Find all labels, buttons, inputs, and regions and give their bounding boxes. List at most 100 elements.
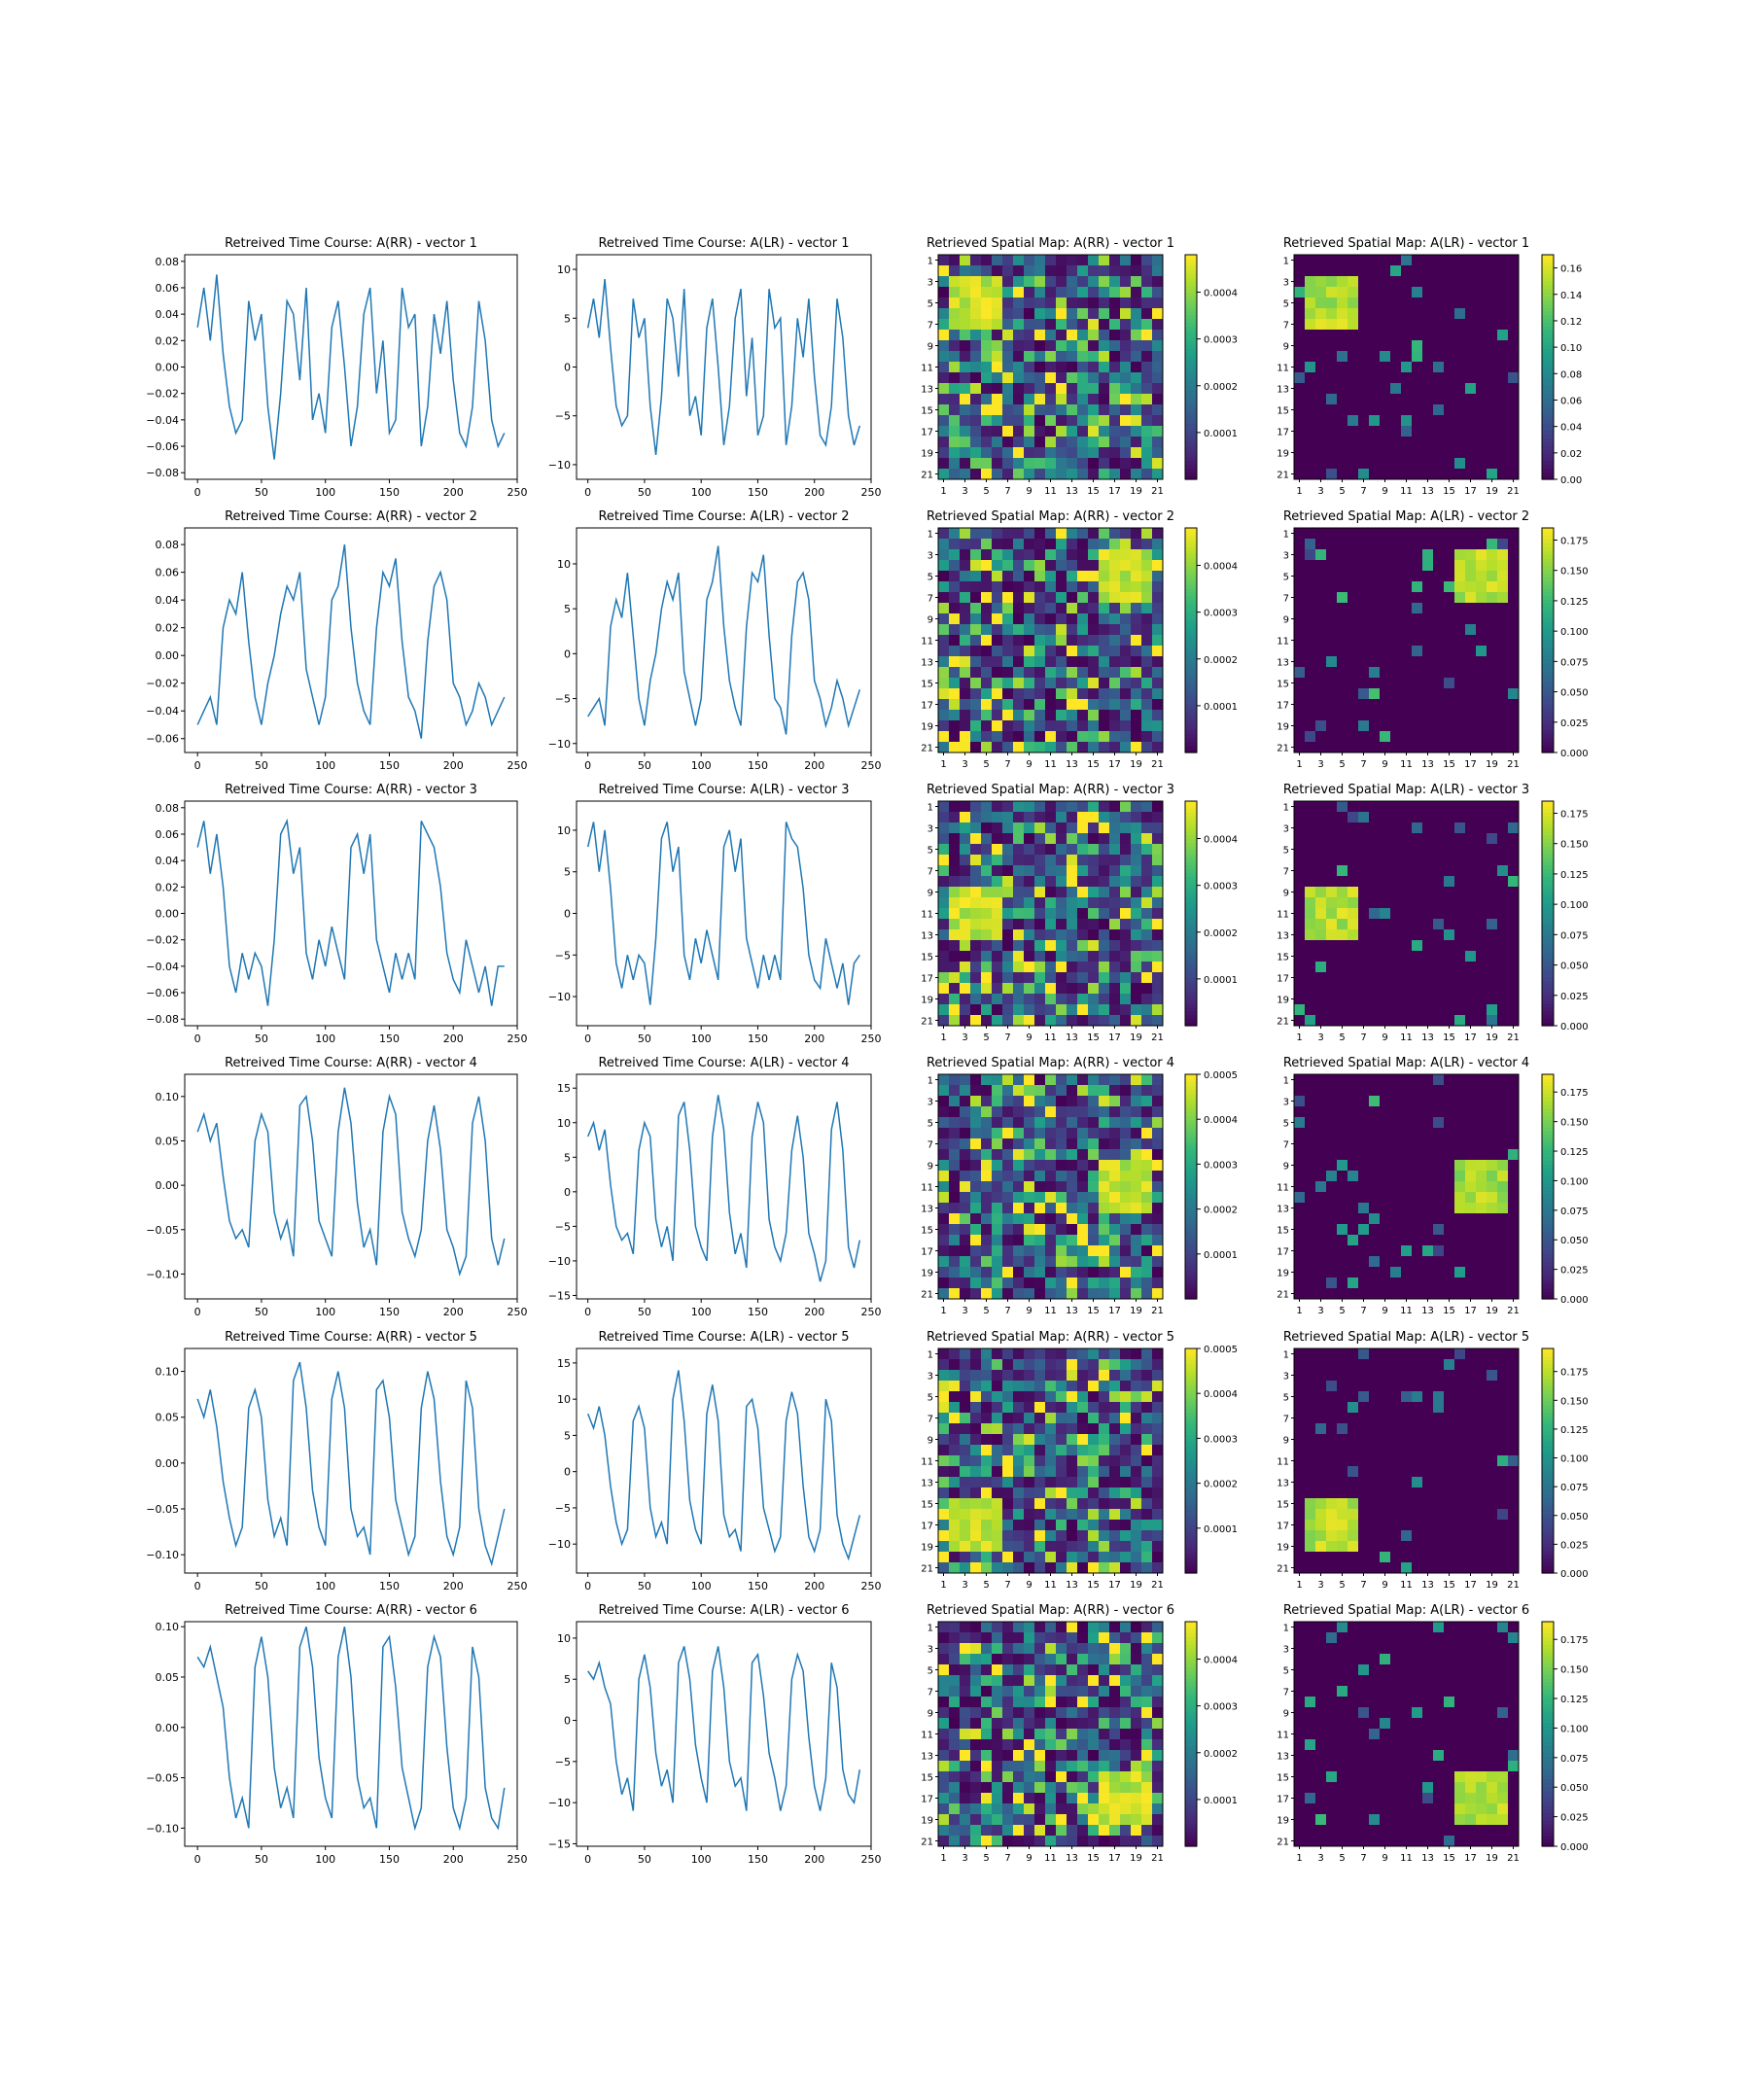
heatmap-cell (1294, 1085, 1306, 1097)
heatmap-cell (1380, 822, 1391, 834)
heatmap-cell (1088, 1434, 1100, 1446)
timecourse-plot: Retreived Time Course: A(RR) - vector 20… (146, 509, 527, 772)
y-tick-label: 11 (921, 910, 933, 921)
heatmap-cell (992, 539, 1003, 550)
heatmap-cell (1380, 635, 1391, 647)
heatmap-cell (1088, 897, 1100, 909)
colorbar-tick-label: 0.0003 (1204, 882, 1238, 892)
heatmap-cell (992, 1348, 1003, 1360)
colorbar-segment (1542, 1231, 1554, 1237)
heatmap-cell (1476, 549, 1488, 561)
heatmap-cell (1141, 1149, 1153, 1161)
y-tick-label: 13 (1277, 1205, 1289, 1215)
heatmap-cell (1337, 1288, 1348, 1300)
heatmap-cell (1444, 1278, 1455, 1289)
heatmap-cell (949, 549, 961, 561)
x-tick-label: 50 (638, 1580, 651, 1592)
x-tick-label: 250 (861, 486, 882, 499)
colorbar-segment (1542, 1216, 1554, 1221)
colorbar-segment (1542, 610, 1554, 615)
colorbar-segment (1542, 632, 1554, 638)
heatmap-cell (1348, 447, 1359, 459)
heatmap-cell (1141, 1413, 1153, 1424)
heatmap-cell (1358, 1267, 1370, 1278)
colorbar-segment (1185, 557, 1197, 563)
heatmap-cell (1109, 447, 1121, 459)
heatmap-cell (1088, 571, 1100, 582)
heatmap-cell (949, 362, 961, 373)
heatmap-cell (1152, 833, 1164, 845)
heatmap-cell (1433, 415, 1445, 427)
heatmap-cell (1348, 678, 1359, 689)
heatmap-cell (1476, 667, 1488, 679)
heatmap-cell (992, 437, 1003, 448)
heatmap-cell (1444, 1074, 1455, 1086)
heatmap-cell (1412, 330, 1423, 341)
heatmap-cell (970, 699, 982, 711)
heatmap-cell (1294, 528, 1306, 540)
colorbar-frame (1184, 800, 1198, 1027)
heatmap-cell (1326, 710, 1338, 721)
heatmap-cell (960, 742, 971, 753)
heatmap-cell (992, 560, 1003, 572)
heatmap-cell (1358, 699, 1370, 711)
heatmap-cell (1002, 940, 1014, 952)
colorbar-segment (1185, 441, 1197, 446)
colorbar-segment (1542, 726, 1554, 731)
heatmap-cell (1315, 929, 1327, 941)
heatmap-cell (1131, 1085, 1142, 1097)
heatmap-cell (1120, 1278, 1132, 1289)
heatmap-cell (938, 678, 950, 689)
heatmap-cell (1013, 919, 1025, 930)
heatmap-cell (1401, 1213, 1413, 1225)
heatmap-cell (949, 731, 961, 743)
heatmap-cell (1002, 1278, 1014, 1289)
series-line (196, 274, 506, 460)
colorbar-segment (1185, 1231, 1197, 1237)
y-tick-label: 21 (921, 744, 933, 754)
heatmap-cell (1380, 265, 1391, 277)
heatmap-cell (1056, 1391, 1068, 1403)
heatmap-cell (960, 571, 971, 582)
heatmap-cell (1099, 528, 1110, 540)
x-tick-label: 1 (1296, 759, 1302, 770)
heatmap-cell (1433, 1171, 1445, 1182)
heatmap-cell (1045, 646, 1057, 657)
heatmap-cell (1067, 678, 1078, 689)
heatmap-cell (1141, 383, 1153, 395)
heatmap-cell (1358, 908, 1370, 920)
heatmap-cell (1369, 1149, 1381, 1161)
heatmap-cell (960, 1370, 971, 1382)
heatmap-cell (1497, 801, 1509, 813)
heatmap-cell (1305, 1224, 1316, 1236)
x-tick-label: 50 (638, 1032, 651, 1045)
heatmap-cell (1077, 330, 1089, 341)
heatmap-cell (1002, 330, 1014, 341)
colorbar-segment (1542, 1172, 1554, 1176)
x-tick-label: 1 (940, 759, 946, 770)
heatmap-cell (1099, 1096, 1110, 1107)
heatmap-cell (1013, 592, 1025, 604)
heatmap-cell (1109, 720, 1121, 732)
heatmap-cell (970, 833, 982, 845)
heatmap-cell (1401, 571, 1413, 582)
heatmap-cell (1024, 667, 1035, 679)
heatmap-cell (1034, 1235, 1046, 1246)
heatmap-cell (1401, 330, 1413, 341)
x-tick-label: 1 (940, 486, 946, 497)
heatmap-cell (1141, 287, 1153, 298)
heatmap-cell (1348, 394, 1359, 405)
colorbar-segment (1185, 703, 1197, 709)
heatmap-cell (1002, 1256, 1014, 1268)
heatmap-cell (1131, 919, 1142, 930)
series-line (196, 1361, 506, 1567)
heatmap-cell (1348, 308, 1359, 320)
heatmap-cell (1088, 646, 1100, 657)
colorbar-segment (1542, 1022, 1554, 1027)
heatmap-cell (938, 415, 950, 427)
heatmap-cell (1444, 1245, 1455, 1257)
heatmap-cell (1497, 276, 1509, 288)
x-tick-label: 13 (1066, 486, 1078, 497)
heatmap-cell (1508, 833, 1520, 845)
heatmap-cell (1002, 635, 1014, 647)
